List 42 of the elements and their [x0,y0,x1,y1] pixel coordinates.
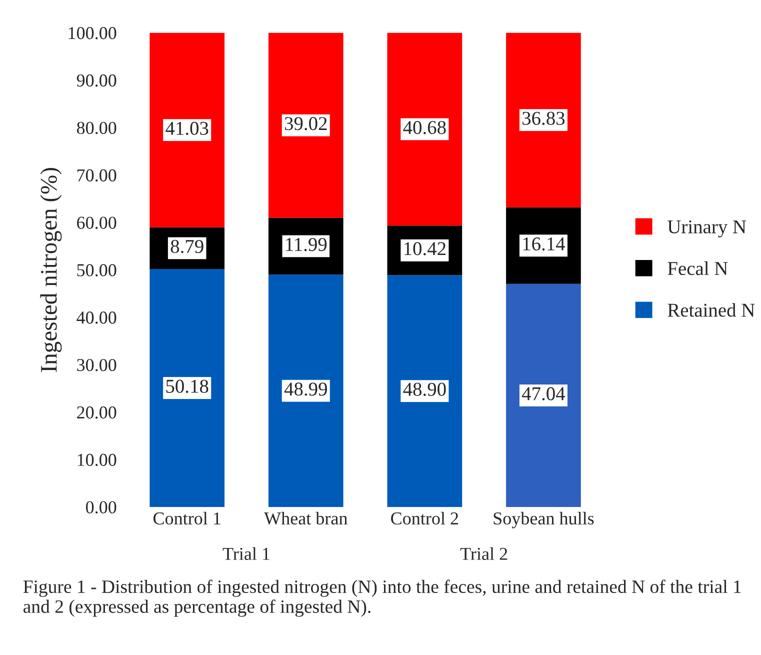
y-tick-label: 10.00 [78,454,116,466]
x-tick-label: Control 1 [153,512,220,525]
caption: Figure 1 - Distribution of ingested nitrogen (N) into the feces, urine and retained N of the trial 1 and 2 (expressed as percentage of ingested N). [23,580,741,617]
y-tick-label: 90.00 [76,74,116,87]
y-axis-title: Ingested nitrogen (%) [40,168,62,372]
data-label: 48.99 [284,382,327,396]
y-tick-label: 20.00 [77,406,116,419]
bar [150,32,225,228]
data-label: 10.42 [404,242,446,256]
data-label: 48.90 [403,382,446,396]
data-label: 8.79 [170,240,204,254]
y-tick-label: 40.00 [76,312,116,324]
y-tick-label: 60.00 [77,216,116,229]
x-tick-label: Control 2 [391,512,458,525]
x-tick-label: Wheat bran [264,512,348,525]
y-tick-label: 0.00 [86,501,116,514]
bar [268,274,344,507]
y-tick-label: 50.00 [77,264,116,276]
bar [150,269,225,507]
bar [268,32,344,218]
legend-label: Urinary N [668,220,746,238]
y-tick-label: 70.00 [77,169,116,182]
legend-label: Retained N [668,303,755,317]
y-tick-label: 30.00 [77,358,116,372]
bar [387,275,462,507]
data-label: 40.68 [403,120,446,134]
data-label: 16.14 [523,237,566,251]
text: Trial 1 [222,547,270,560]
data-label: 11.99 [286,238,327,252]
bar [506,32,581,208]
bar [506,284,581,507]
legend-label: Fecal N [668,261,728,276]
data-label: 36.83 [522,112,565,125]
text: Trial 2 [460,547,508,560]
x-tick-label: Soybean hulls [494,512,594,528]
data-label: 50.18 [166,380,208,393]
data-label: 41.03 [166,122,208,135]
data-label: 47.04 [522,387,566,400]
data-label: 39.02 [284,117,327,130]
bar [387,32,462,226]
y-tick-label: 100.00 [68,27,116,40]
y-tick-label: 80.00 [76,122,116,134]
